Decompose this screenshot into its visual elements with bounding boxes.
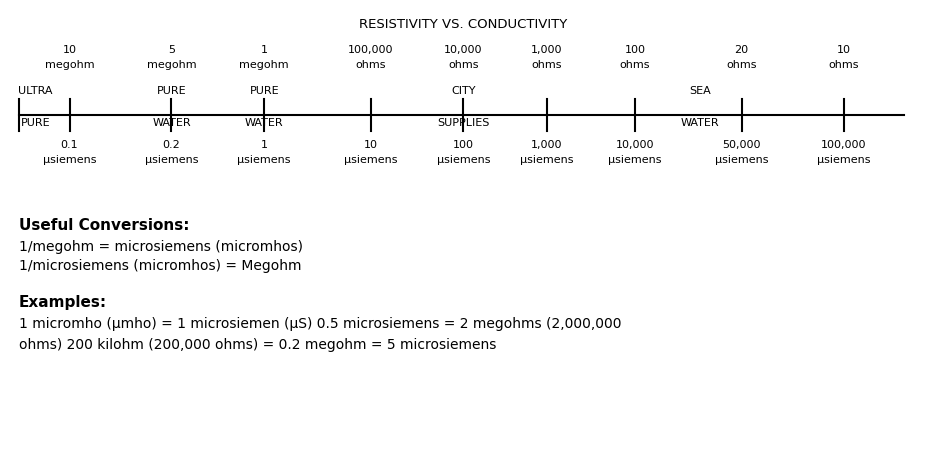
Text: megohm: megohm: [44, 60, 95, 70]
Text: SUPPLIES: SUPPLIES: [438, 118, 489, 128]
Text: PURE: PURE: [157, 86, 186, 96]
Text: μsiemens: μsiemens: [817, 155, 870, 165]
Text: Useful Conversions:: Useful Conversions:: [19, 218, 189, 233]
Text: megohm: megohm: [146, 60, 197, 70]
Text: WATER: WATER: [680, 118, 719, 128]
Text: RESISTIVITY VS. CONDUCTIVITY: RESISTIVITY VS. CONDUCTIVITY: [360, 18, 567, 31]
Text: 100,000: 100,000: [820, 140, 867, 150]
Text: μsiemens: μsiemens: [608, 155, 662, 165]
Text: 1/microsiemens (micromhos) = Megohm: 1/microsiemens (micromhos) = Megohm: [19, 259, 301, 273]
Text: ULTRA: ULTRA: [18, 86, 53, 96]
Text: 100,000: 100,000: [348, 45, 394, 55]
Text: μsiemens: μsiemens: [237, 155, 291, 165]
Text: ohms: ohms: [727, 60, 756, 70]
Text: 5: 5: [168, 45, 175, 55]
Text: Examples:: Examples:: [19, 295, 107, 310]
Text: 100: 100: [625, 45, 645, 55]
Text: μsiemens: μsiemens: [437, 155, 490, 165]
Text: ohms: ohms: [532, 60, 562, 70]
Text: μsiemens: μsiemens: [344, 155, 398, 165]
Text: 1 micromho (μmho) = 1 microsiemen (μS) 0.5 microsiemens = 2 megohms (2,000,000: 1 micromho (μmho) = 1 microsiemen (μS) 0…: [19, 317, 621, 331]
Text: 0.1: 0.1: [60, 140, 79, 150]
Text: 10: 10: [62, 45, 77, 55]
Text: SEA: SEA: [689, 86, 711, 96]
Text: 1/megohm = microsiemens (micromhos): 1/megohm = microsiemens (micromhos): [19, 240, 302, 254]
Text: PURE: PURE: [249, 86, 279, 96]
Text: ohms) 200 kilohm (200,000 ohms) = 0.2 megohm = 5 microsiemens: ohms) 200 kilohm (200,000 ohms) = 0.2 me…: [19, 338, 496, 352]
Text: 1,000: 1,000: [531, 45, 563, 55]
Text: 20: 20: [734, 45, 749, 55]
Text: PURE: PURE: [20, 118, 50, 128]
Text: CITY: CITY: [451, 86, 476, 96]
Text: 10,000: 10,000: [444, 45, 483, 55]
Text: ohms: ohms: [356, 60, 386, 70]
Text: 10: 10: [836, 45, 851, 55]
Text: WATER: WATER: [152, 118, 191, 128]
Text: μsiemens: μsiemens: [145, 155, 198, 165]
Text: 10,000: 10,000: [616, 140, 654, 150]
Text: 1,000: 1,000: [531, 140, 563, 150]
Text: 1: 1: [260, 140, 268, 150]
Text: 50,000: 50,000: [722, 140, 761, 150]
Text: megohm: megohm: [239, 60, 289, 70]
Text: ohms: ohms: [449, 60, 478, 70]
Text: 1: 1: [260, 45, 268, 55]
Text: 100: 100: [453, 140, 474, 150]
Text: 10: 10: [363, 140, 378, 150]
Text: WATER: WATER: [245, 118, 284, 128]
Text: ohms: ohms: [620, 60, 650, 70]
Text: μsiemens: μsiemens: [43, 155, 96, 165]
Text: μsiemens: μsiemens: [715, 155, 768, 165]
Text: μsiemens: μsiemens: [520, 155, 574, 165]
Text: 0.2: 0.2: [162, 140, 181, 150]
Text: ohms: ohms: [829, 60, 858, 70]
